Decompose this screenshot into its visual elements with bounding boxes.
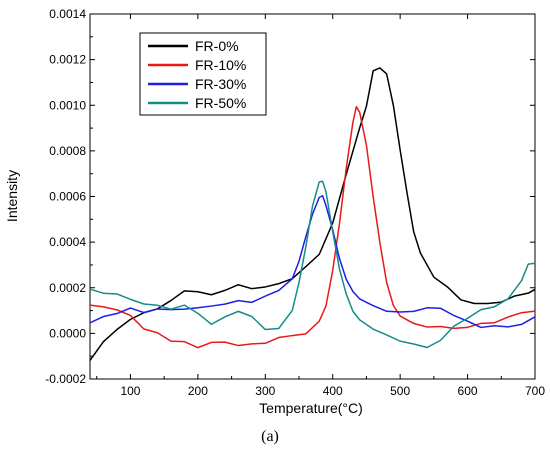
y-tick-label: 0.0010 (49, 98, 86, 112)
x-tick-label: 500 (390, 384, 410, 398)
y-tick-label: 0.0006 (49, 190, 86, 204)
legend: FR-0% FR-10% FR-30% FR-50% (139, 32, 267, 116)
legend-label: FR-30% (195, 76, 246, 92)
series-layer (89, 67, 536, 361)
series-line-FR-30% (89, 195, 536, 329)
y-tick-label: 0.0000 (49, 326, 86, 340)
y-tick-label: 0.0012 (49, 53, 86, 67)
y-tick-label: 0.0008 (49, 144, 86, 158)
legend-label: FR-0% (195, 38, 239, 54)
x-tick-label: 200 (188, 384, 208, 398)
series-line-FR-10% (89, 105, 536, 349)
y-tick-label: 0.0014 (49, 7, 86, 21)
y-tick-label: 0.0002 (49, 281, 86, 295)
x-axis-label: Temperature(°C) (259, 400, 363, 416)
legend-label: FR-10% (195, 57, 246, 73)
x-tick-label: 400 (323, 384, 343, 398)
figure-caption: (a) (261, 428, 279, 445)
y-tick-label: 0.0004 (49, 235, 86, 249)
axes-layer: 100 200 300 400 500 600 700 -0.0002 0.0000 0.0002… (45, 7, 545, 398)
series-line-FR-50% (89, 180, 536, 349)
y-tick-label: -0.0002 (45, 372, 86, 386)
x-tick-label: 100 (120, 384, 140, 398)
y-axis-label: Intensity (4, 170, 20, 222)
x-tick-label: 700 (525, 384, 545, 398)
legend-label: FR-50% (195, 95, 246, 111)
x-tick-label: 600 (458, 384, 478, 398)
x-tick-label: 300 (255, 384, 275, 398)
